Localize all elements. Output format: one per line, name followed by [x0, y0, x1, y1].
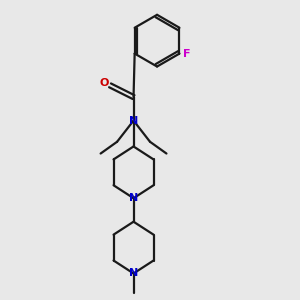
Text: N: N — [129, 116, 138, 126]
Text: O: O — [100, 78, 109, 88]
Text: N: N — [129, 268, 138, 278]
Text: F: F — [183, 49, 190, 58]
Text: N: N — [129, 193, 138, 203]
